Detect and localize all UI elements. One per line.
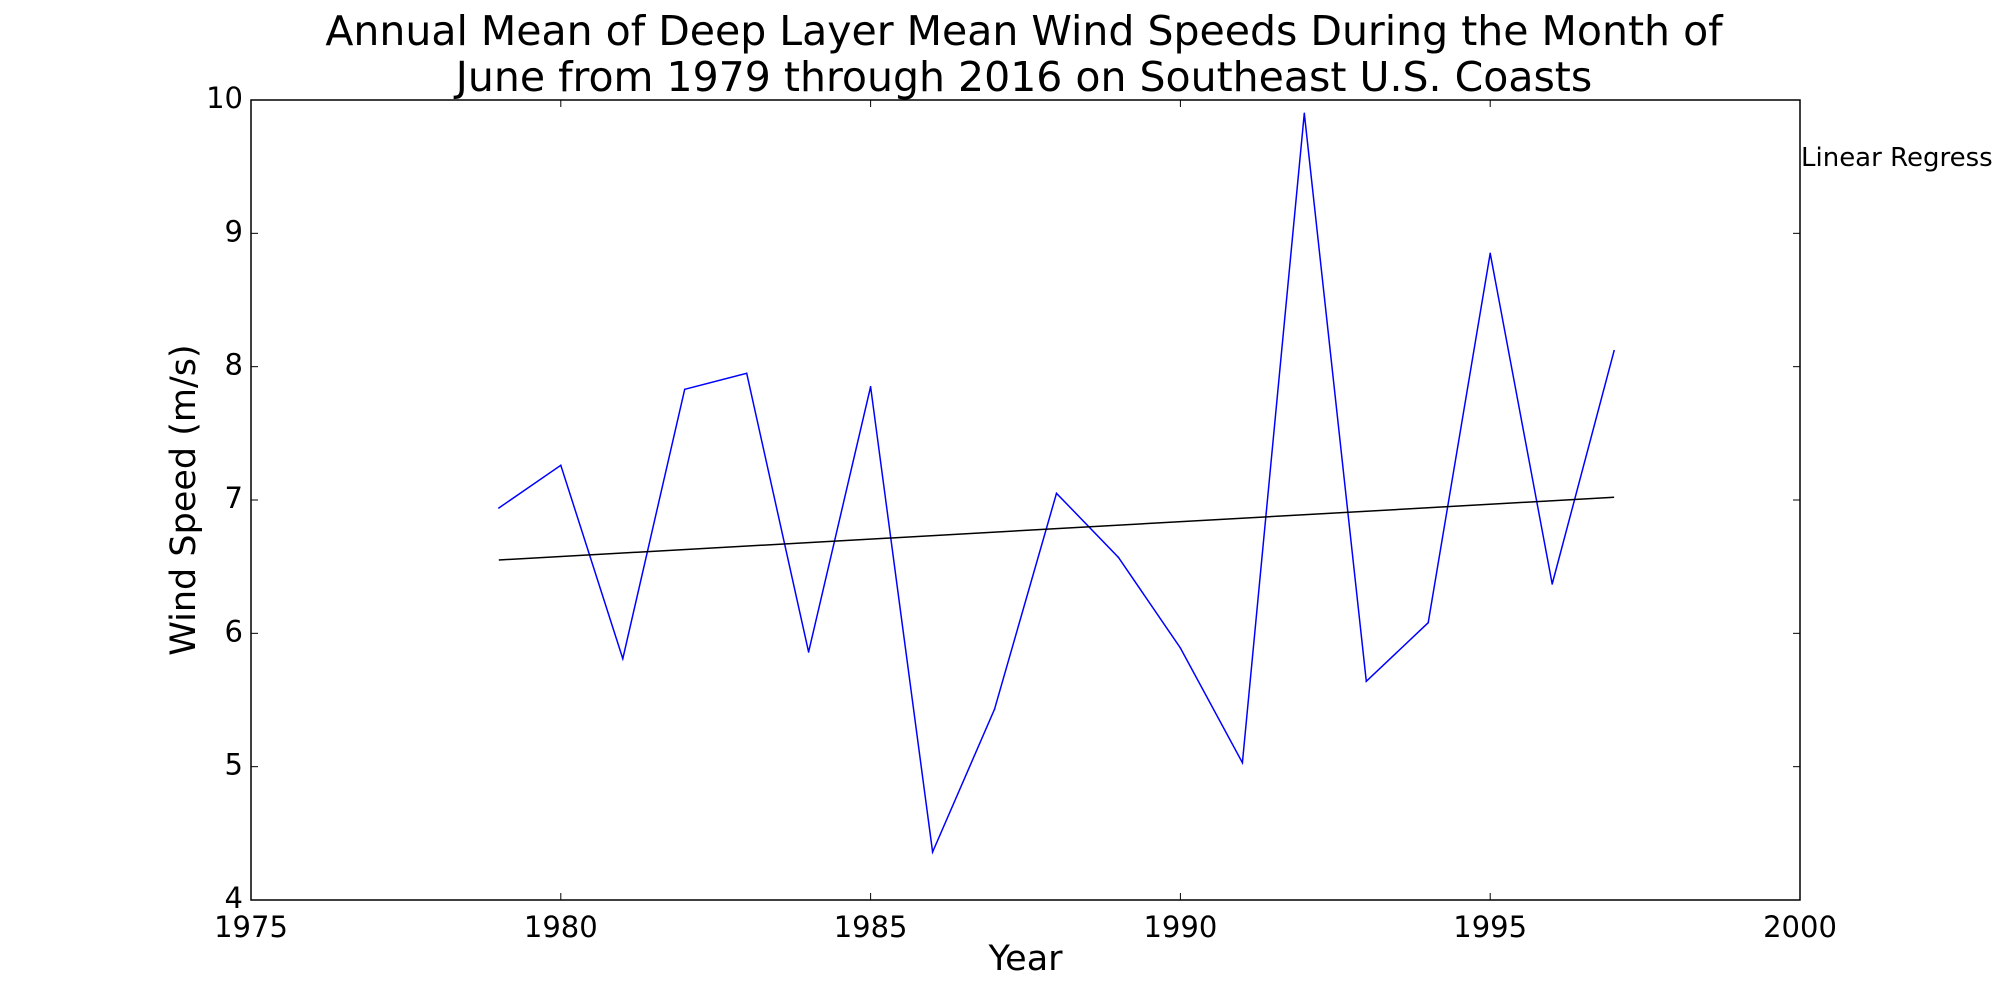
chart-title-line-1: Annual Mean of Deep Layer Mean Wind Spee… <box>325 7 1723 55</box>
wind-speed-point <box>1551 583 1553 585</box>
x-tick-label: 2000 <box>1763 910 1837 944</box>
wind-speed-point <box>1117 556 1120 559</box>
x-tick-label: 1995 <box>1453 910 1527 944</box>
y-tick-label: 10 <box>206 81 243 115</box>
y-axis-label: Wind Speed (m/s) <box>164 344 204 655</box>
x-tick-labels: 1975 1980 1985 1990 1995 2000 <box>214 910 1837 944</box>
wind-speed-point <box>560 464 562 467</box>
wind-speed-point <box>1613 349 1615 352</box>
y-tick-labels: 4 5 6 7 8 9 10 <box>206 81 243 915</box>
x-tick-label: 1975 <box>214 910 288 944</box>
plot-frame <box>250 99 1801 901</box>
wind-speed-line <box>498 113 1615 855</box>
wind-speed-point <box>1303 112 1306 115</box>
y-tick-label: 8 <box>225 348 243 382</box>
x-tick-label: 1990 <box>1143 910 1217 944</box>
series-group <box>498 112 1615 855</box>
wind-speed-point <box>931 851 934 853</box>
wind-speed-point <box>1489 252 1491 255</box>
wind-speed-point <box>1055 492 1058 495</box>
wind-speed-point <box>807 651 810 653</box>
wind-speed-point <box>993 708 996 711</box>
x-axis-label: Year <box>987 939 1063 979</box>
y-tick-label: 4 <box>225 881 243 915</box>
x-tick-label: 1980 <box>524 910 598 944</box>
y-tick-label: 5 <box>225 748 243 782</box>
y-tick-label: 7 <box>225 481 243 515</box>
regression-line <box>498 496 1615 561</box>
wind-speed-point <box>1365 680 1368 683</box>
chart-title: Annual Mean of Deep Layer Mean Wind Spee… <box>0 8 2000 100</box>
wind-speed-point <box>869 385 872 388</box>
x-tick-label: 1985 <box>834 910 908 944</box>
y-tick-label: 9 <box>225 214 243 248</box>
wind-speed-point <box>1241 761 1244 764</box>
wind-speed-point <box>1179 647 1182 649</box>
chart-title-line-2: June from 1979 through 2016 on Southeast… <box>455 53 1593 101</box>
wind-speed-point <box>498 507 500 509</box>
wind-speed-point <box>683 388 686 391</box>
y-tick-label: 6 <box>225 614 243 648</box>
wind-speed-point <box>1427 621 1430 624</box>
regression-annotation: Linear Regress <box>1801 143 1993 173</box>
wind-speed-point <box>745 372 748 375</box>
wind-speed-point <box>621 657 624 660</box>
